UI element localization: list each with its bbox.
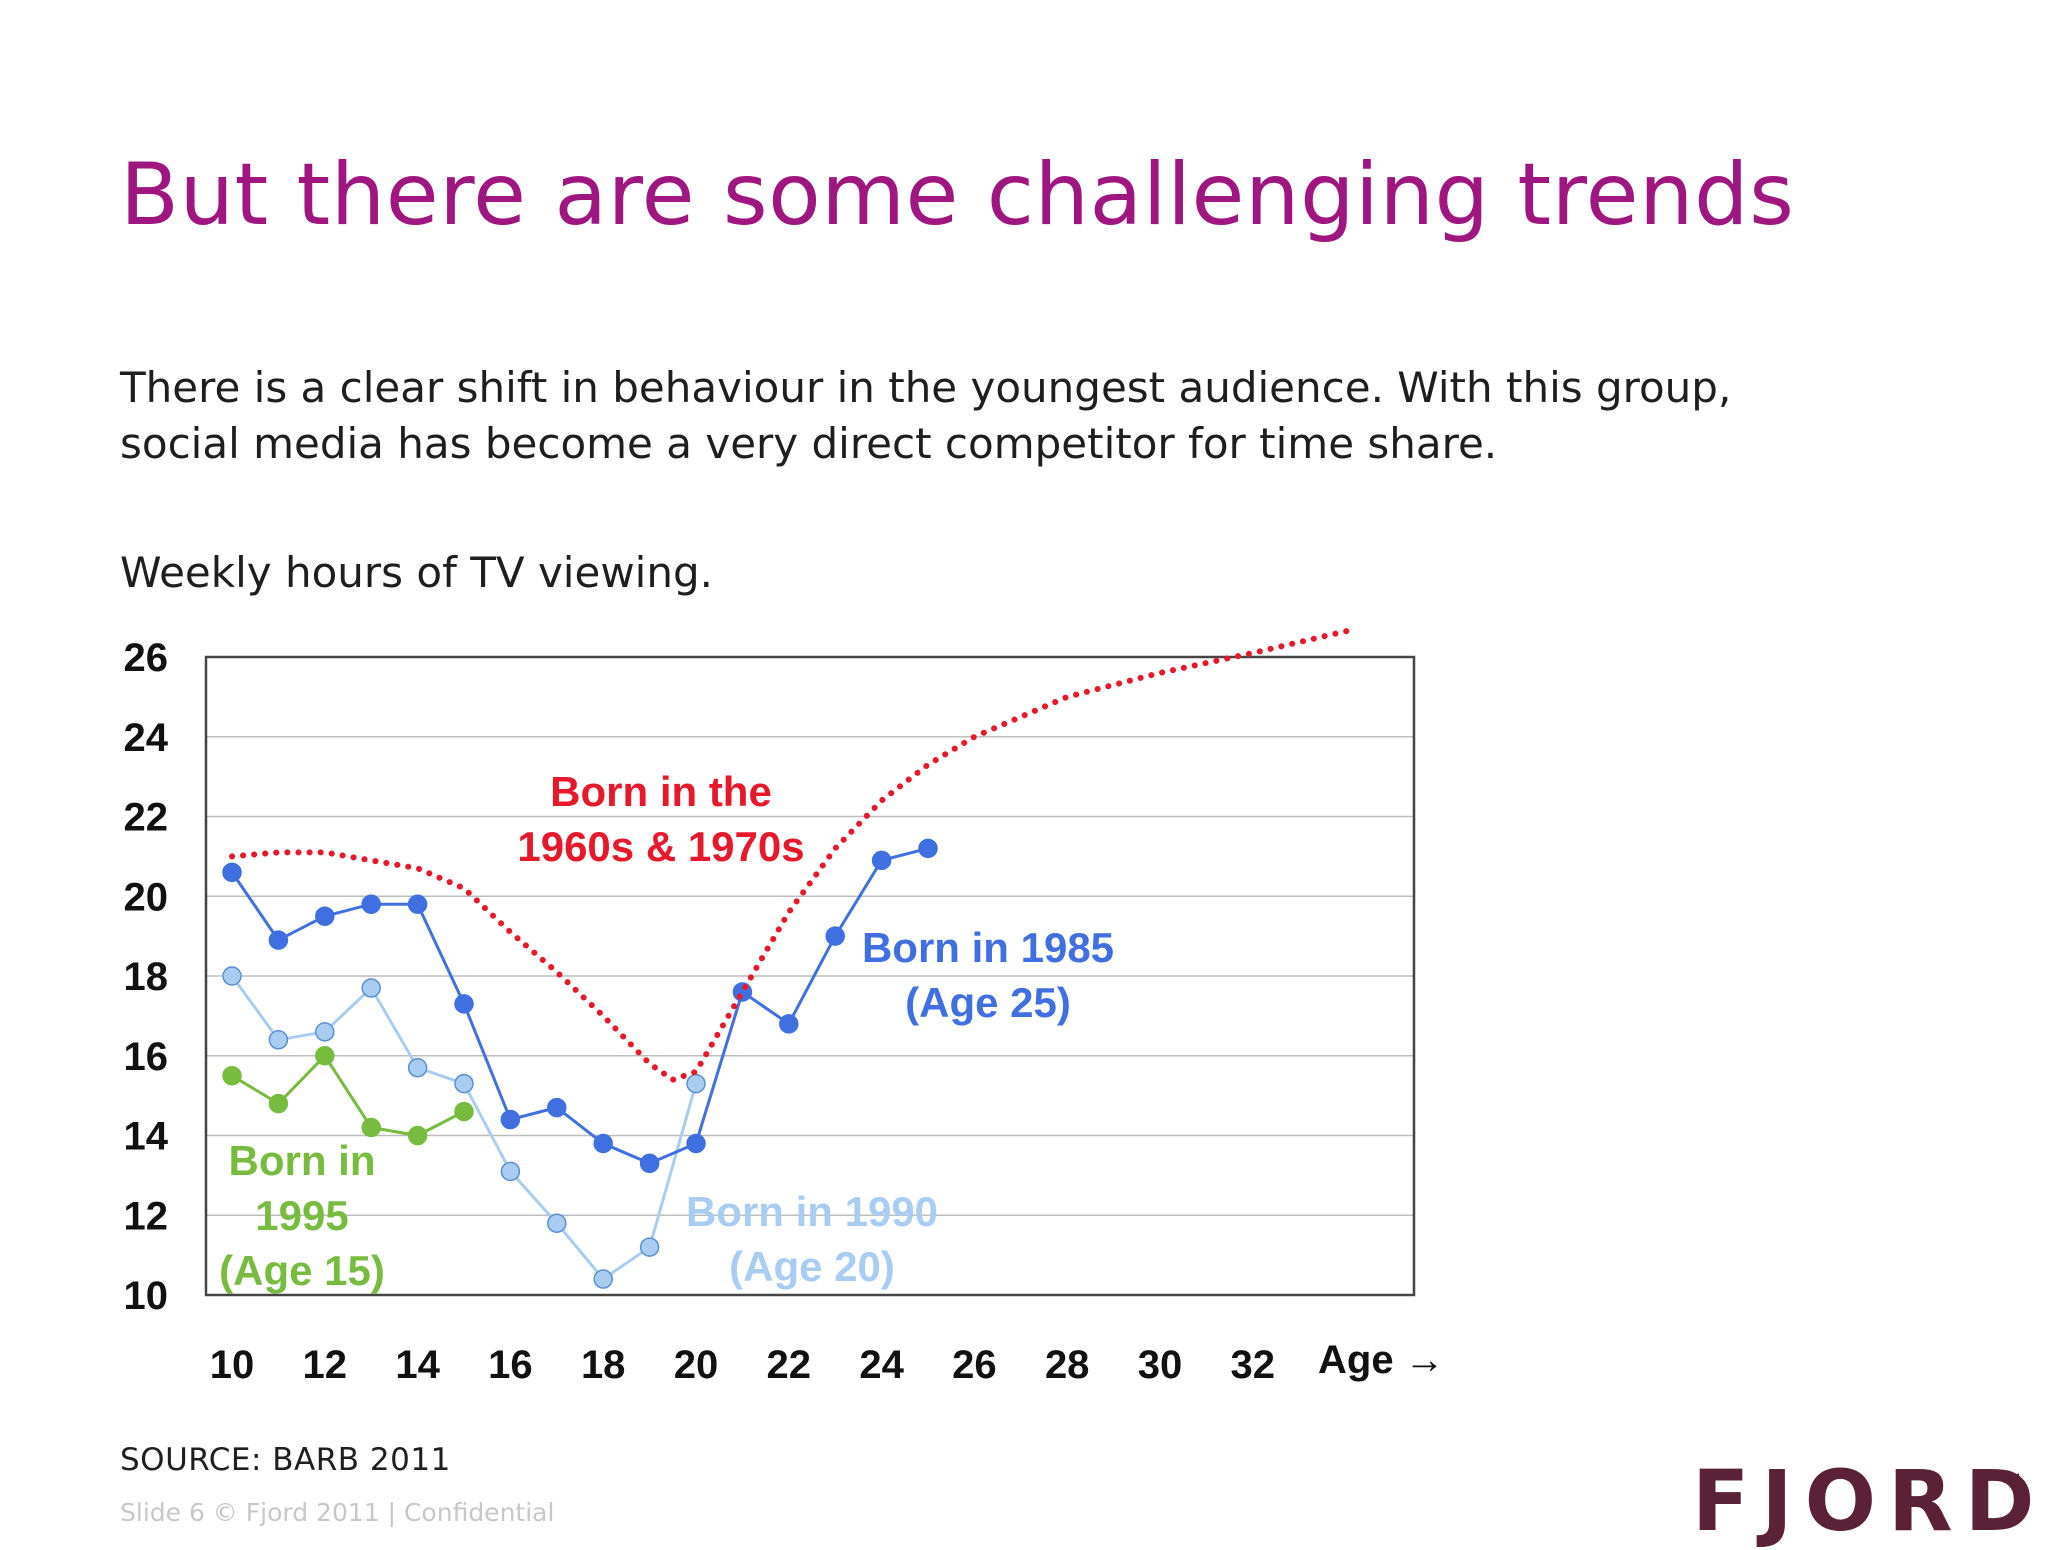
series-point — [407, 1125, 428, 1146]
series-annotation: (Age 20) — [729, 1243, 895, 1290]
series-annotation: 1995 — [255, 1192, 348, 1239]
x-axis-label: Age → — [1318, 1338, 1445, 1382]
series-annotation: Born in 1985 — [862, 924, 1114, 971]
y-tick-label: 22 — [124, 796, 169, 840]
series-point — [407, 894, 428, 914]
plot-border — [204, 655, 1416, 1297]
series-annotation: (Age 25) — [905, 979, 1071, 1026]
series-annotation: (Age 15) — [219, 1247, 385, 1294]
series-point — [222, 966, 242, 986]
series-point — [639, 1237, 660, 1257]
y-tick-label: 26 — [124, 636, 169, 680]
x-tick-label: 20 — [674, 1343, 719, 1387]
series-point — [222, 1065, 242, 1086]
series-line — [230, 1054, 466, 1137]
series-annotation: Born in the — [550, 768, 772, 815]
y-tick-label: 10 — [124, 1274, 169, 1318]
x-tick-label: 22 — [767, 1343, 812, 1387]
series-point — [361, 894, 381, 914]
series-point — [222, 862, 242, 883]
y-tick-label: 18 — [124, 955, 169, 999]
series-point — [268, 1030, 289, 1050]
series-line — [229, 626, 1358, 1083]
series-point — [407, 1057, 428, 1078]
trademark-mark: TM — [2000, 1470, 2021, 1486]
series-point — [268, 930, 289, 950]
y-tick-label: 20 — [124, 875, 169, 919]
series-line — [230, 846, 930, 1165]
series-point — [454, 1101, 474, 1122]
y-tick-label: 12 — [124, 1194, 169, 1238]
x-tick-label: 18 — [581, 1343, 626, 1387]
body-line-2: social media has become a very direct co… — [120, 419, 1498, 468]
series-point — [825, 926, 845, 946]
x-tick-label: 26 — [952, 1343, 997, 1387]
y-tick-label: 16 — [124, 1035, 169, 1079]
series-point — [547, 1097, 567, 1118]
x-tick-label: 32 — [1231, 1343, 1276, 1387]
x-tick-label: 12 — [303, 1343, 348, 1387]
series-point — [639, 1153, 660, 1174]
series-point — [732, 982, 753, 1002]
x-tick-label: 30 — [1138, 1343, 1183, 1387]
y-tick-label: 24 — [124, 716, 169, 760]
series-point — [315, 1022, 335, 1042]
series-point — [686, 1073, 706, 1094]
series-point — [871, 850, 892, 871]
x-tick-label: 16 — [488, 1343, 533, 1387]
series-point — [593, 1269, 613, 1289]
series-point — [315, 1046, 335, 1066]
fjord-logo: FJORD — [1692, 1452, 2047, 1550]
series-point — [547, 1213, 567, 1233]
series-point — [686, 1133, 706, 1154]
chart-title: Weekly hours of TV viewing. — [120, 548, 713, 597]
x-tick-label: 14 — [395, 1343, 440, 1387]
series-point — [361, 1117, 381, 1138]
series-point — [268, 1093, 289, 1114]
series-point — [593, 1133, 613, 1154]
series-annotation: Born in — [229, 1137, 376, 1184]
x-tick-label: 10 — [210, 1343, 255, 1387]
series-point — [454, 994, 474, 1014]
series-point — [361, 978, 381, 998]
series-point — [918, 838, 938, 859]
series-point — [500, 1161, 521, 1182]
series-annotation: 1960s & 1970s — [517, 823, 804, 870]
y-tick-label: 14 — [124, 1115, 169, 1159]
body-line-1: There is a clear shift in behaviour in t… — [120, 363, 1732, 412]
source-note: SOURCE: BARB 2011 — [120, 1442, 451, 1478]
series-annotation: Born in 1990 — [686, 1188, 938, 1235]
series-point — [315, 906, 335, 926]
series-point — [779, 1014, 799, 1034]
x-tick-label: 28 — [1045, 1343, 1090, 1387]
slide-title: But there are some challenging trends — [120, 145, 1795, 245]
body-text: There is a clear shift in behaviour in t… — [120, 360, 1731, 472]
series-point — [500, 1109, 521, 1130]
slide-footer: Slide 6 © Fjord 2011 | Confidential — [120, 1498, 555, 1527]
x-tick-label: 24 — [859, 1343, 904, 1387]
series-point — [454, 1073, 474, 1094]
